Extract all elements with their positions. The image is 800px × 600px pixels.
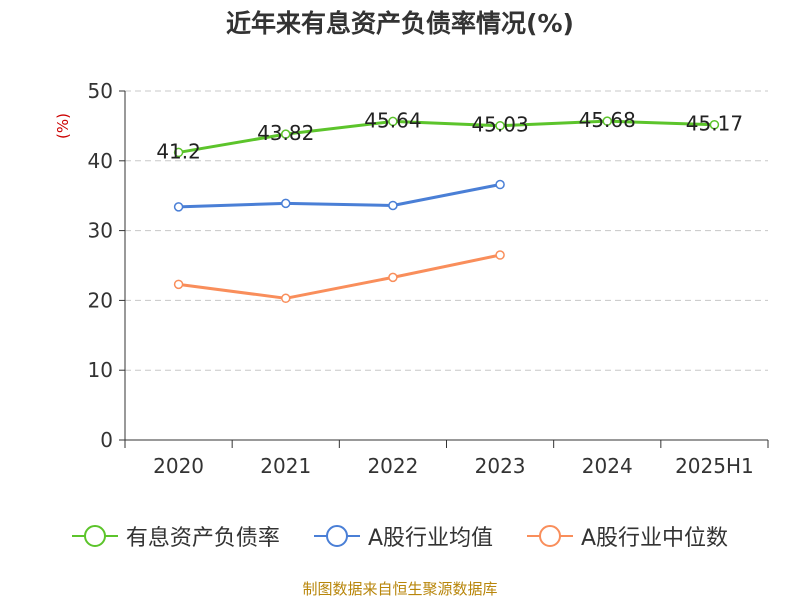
y-axis-label: (%) bbox=[54, 113, 72, 139]
y-tick-label: 40 bbox=[88, 149, 113, 173]
legend-label: 有息资产负债率 bbox=[125, 526, 280, 551]
legend-item: A股行业中位数 bbox=[527, 520, 728, 552]
x-tick-label: 2020 bbox=[153, 454, 204, 478]
data-point bbox=[495, 179, 505, 190]
data-label: 45.68 bbox=[579, 108, 636, 132]
data-point bbox=[281, 129, 291, 139]
data-point bbox=[281, 198, 291, 209]
data-point bbox=[388, 272, 398, 283]
grid-lines bbox=[125, 90, 768, 371]
data-label: 45.03 bbox=[471, 113, 528, 137]
data-point bbox=[495, 120, 505, 131]
data-label: 43.82 bbox=[257, 121, 314, 145]
y-tick-label: 30 bbox=[88, 219, 113, 243]
x-tick-label: 2022 bbox=[367, 454, 418, 478]
data-point bbox=[173, 147, 184, 158]
data-point bbox=[173, 279, 184, 290]
series-line bbox=[178, 183, 501, 209]
data-point bbox=[388, 200, 398, 211]
legend-marker-icon bbox=[527, 525, 573, 547]
data-label: 45.64 bbox=[364, 108, 421, 132]
legend-label: A股行业中位数 bbox=[581, 526, 729, 551]
data-label: 45.17 bbox=[686, 112, 743, 136]
data-point bbox=[173, 202, 184, 212]
data-point bbox=[388, 116, 398, 127]
legend-label: A股行业均值 bbox=[367, 526, 493, 551]
x-tick-label: 2023 bbox=[475, 454, 526, 478]
x-tick-label: 2021 bbox=[260, 454, 311, 478]
data-point bbox=[281, 293, 291, 304]
y-tick-label: 20 bbox=[88, 288, 113, 312]
y-tick-label: 0 bbox=[100, 428, 113, 452]
series-lines bbox=[173, 116, 720, 304]
series-line bbox=[178, 253, 501, 300]
y-tick-label: 10 bbox=[88, 358, 113, 382]
data-point bbox=[495, 250, 505, 260]
x-tick-label: 2024 bbox=[582, 454, 633, 478]
source-note: 制图数据来自恒生聚源数据库 bbox=[302, 580, 498, 598]
data-point bbox=[602, 116, 612, 126]
axes: 0 10 20 30 40 50 2020 2021 2022 2023 2024 2025H1 (%) bbox=[54, 79, 769, 478]
data-label: 41.2 bbox=[156, 139, 201, 163]
data-point bbox=[709, 119, 720, 130]
x-tick-label: 2025H1 bbox=[675, 454, 754, 478]
data-labels: 41.2 43.82 45.64 45.03 45.68 45.17 bbox=[156, 108, 743, 163]
series-line bbox=[178, 119, 715, 154]
chart-title: 近年来有息资产负债率情况(%) bbox=[226, 9, 574, 38]
legend: 有息资产负债率 A股行业均值 A股行业中位数 bbox=[0, 516, 800, 556]
legend-marker-icon bbox=[71, 525, 118, 547]
legend-item: A股行业均值 bbox=[313, 520, 493, 552]
legend-marker-icon bbox=[313, 525, 360, 547]
legend-item: 有息资产负债率 bbox=[71, 520, 280, 552]
y-tick-label: 50 bbox=[88, 79, 113, 103]
